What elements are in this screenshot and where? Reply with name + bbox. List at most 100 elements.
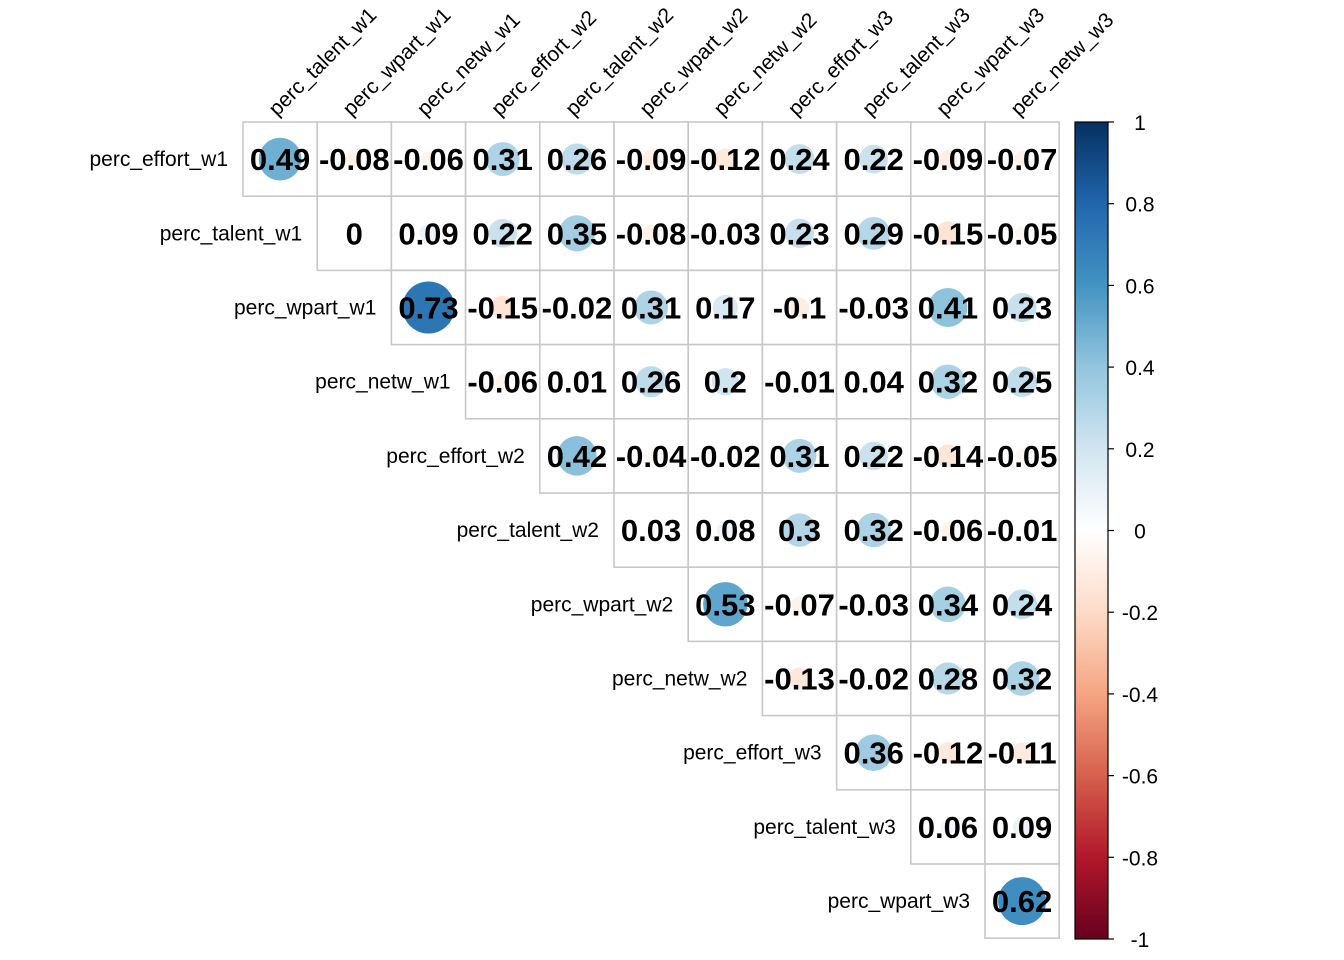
correlation-value: 0.62 bbox=[992, 884, 1052, 919]
correlation-circle bbox=[930, 586, 966, 623]
correlation-value: 0.06 bbox=[918, 810, 978, 845]
correlation-circle bbox=[635, 366, 667, 398]
matrix-cell: 0.36 bbox=[835, 714, 912, 791]
correlation-value: -0.02 bbox=[542, 291, 613, 326]
matrix-cell: 0.31 bbox=[761, 417, 838, 494]
matrix-cell: -0.14 bbox=[909, 417, 986, 494]
correlation-circle bbox=[716, 521, 734, 539]
correlation-circle bbox=[402, 281, 455, 334]
matrix-cell: 0.01 bbox=[538, 343, 615, 420]
row-label: perc_talent_w1 bbox=[160, 222, 302, 245]
row-label: perc_talent_w2 bbox=[457, 519, 599, 542]
row-label: perc_effort_w1 bbox=[89, 148, 228, 171]
correlation-circle bbox=[557, 436, 597, 476]
matrix-cell: -0.15 bbox=[909, 195, 986, 272]
correlation-value: -0.15 bbox=[913, 216, 984, 251]
correlation-circle bbox=[572, 303, 582, 312]
row-label: perc_wpart_w2 bbox=[531, 593, 673, 616]
colorbar-tick-label: 0.2 bbox=[1125, 439, 1154, 462]
correlation-value: -0.13 bbox=[764, 662, 835, 697]
correlation-value: 0.24 bbox=[769, 142, 830, 177]
matrix-cell: -0.02 bbox=[538, 269, 615, 346]
correlation-circle bbox=[345, 150, 363, 168]
correlation-circle bbox=[796, 378, 803, 385]
matrix-cell: 0.3 bbox=[761, 492, 838, 568]
correlation-value: -0.14 bbox=[913, 439, 984, 474]
correlation-value: -0.07 bbox=[764, 587, 835, 622]
matrix-cell: 0.49 bbox=[242, 121, 318, 197]
cell-border bbox=[984, 640, 1060, 717]
correlation-value: 0.35 bbox=[547, 216, 607, 251]
correlation-circle bbox=[495, 374, 511, 390]
correlation-circle bbox=[867, 375, 880, 388]
correlation-circle bbox=[937, 742, 959, 764]
correlation-value: 0.31 bbox=[621, 291, 681, 326]
correlation-circle bbox=[634, 290, 669, 325]
correlation-circle bbox=[1007, 589, 1038, 620]
correlation-value: 0.23 bbox=[992, 291, 1052, 326]
colorbar-tick-label: -0.6 bbox=[1122, 766, 1158, 789]
correlation-value: 0.2 bbox=[704, 365, 747, 400]
correlation-value: -0.06 bbox=[913, 513, 984, 548]
matrix-cell: 0.53 bbox=[687, 566, 764, 643]
correlation-circle bbox=[641, 149, 661, 169]
correlation-value: 0.53 bbox=[695, 587, 755, 622]
matrix-cell: -0.06 bbox=[464, 343, 541, 420]
correlation-value: 0.41 bbox=[918, 291, 978, 326]
matrix-cell: 0.29 bbox=[835, 195, 912, 272]
matrix-cell: -0.11 bbox=[984, 714, 1060, 791]
correlation-circle bbox=[714, 148, 736, 170]
correlation-circle bbox=[642, 224, 660, 242]
correlation-value: 0.32 bbox=[918, 365, 978, 400]
correlation-circle bbox=[869, 674, 879, 683]
cell-border bbox=[909, 566, 986, 643]
correlation-value: -0.15 bbox=[467, 291, 538, 326]
column-labels: perc_talent_w1perc_wpart_w1perc_netw_w1p… bbox=[264, 4, 1118, 121]
correlation-value: 0.26 bbox=[621, 365, 681, 400]
correlation-value: 0.31 bbox=[769, 439, 829, 474]
correlation-value: 0.32 bbox=[992, 662, 1052, 697]
correlation-circle bbox=[1012, 817, 1032, 837]
correlation-value: -0.12 bbox=[690, 142, 761, 177]
correlation-circle bbox=[561, 143, 593, 175]
correlation-circle bbox=[784, 144, 815, 175]
correlation-value: -0.07 bbox=[987, 142, 1058, 177]
matrix-cell: 0.42 bbox=[538, 417, 615, 494]
matrix-cell: -0.03 bbox=[687, 195, 764, 272]
correlation-value: 0.24 bbox=[992, 587, 1053, 622]
correlation-circle bbox=[645, 449, 658, 462]
correlation-circle bbox=[258, 137, 302, 181]
matrix-cell: -0.15 bbox=[464, 269, 541, 346]
correlation-value: -0.1 bbox=[773, 291, 826, 326]
matrix-cell: 0.35 bbox=[538, 195, 615, 272]
correlation-value: -0.01 bbox=[987, 513, 1058, 548]
correlation-circle bbox=[856, 512, 891, 548]
colorbar-tick-label: 0.6 bbox=[1125, 275, 1154, 298]
matrix-cell: 0.03 bbox=[613, 492, 689, 568]
correlation-value: 0.22 bbox=[844, 142, 904, 177]
correlation-circle bbox=[703, 582, 748, 627]
matrix-cell: -0.07 bbox=[761, 566, 838, 643]
correlation-value: 0.26 bbox=[547, 142, 607, 177]
colorbar-tick-label: 0.8 bbox=[1125, 194, 1154, 217]
matrix-cell: -0.04 bbox=[613, 417, 689, 494]
colorbar: 1 0.8 0.6 0.4 0.2 0 -0.2 -0.4 -0.6 -0.8 -1 bbox=[1074, 112, 1158, 952]
matrix-cell: -0.02 bbox=[835, 640, 912, 717]
correlation-value: 0.36 bbox=[844, 736, 904, 771]
matrix-cell: 0.73 bbox=[390, 269, 467, 346]
correlation-value: -0.12 bbox=[913, 736, 984, 771]
correlation-circle bbox=[488, 218, 518, 248]
cells-layer: 0.49 -0.08 -0.06 0.31 0.26 -0.09 -0.12 0.24 0.22… bbox=[242, 121, 1060, 939]
matrix-cell: -0.03 bbox=[835, 269, 912, 346]
colorbar-tick-label: 1 bbox=[1134, 112, 1146, 135]
correlation-circle bbox=[645, 524, 657, 536]
colorbar-tick-label: -0.8 bbox=[1122, 847, 1158, 870]
correlation-circle bbox=[782, 438, 817, 473]
matrix-cell: -0.12 bbox=[687, 121, 764, 197]
correlation-circle bbox=[1014, 151, 1031, 168]
matrix-cell: 0.08 bbox=[687, 492, 764, 568]
correlation-circle bbox=[419, 224, 438, 243]
matrix-cell: -0.02 bbox=[687, 417, 764, 494]
correlation-value: 0.04 bbox=[844, 365, 905, 400]
matrix-cell: -0.01 bbox=[761, 343, 838, 420]
